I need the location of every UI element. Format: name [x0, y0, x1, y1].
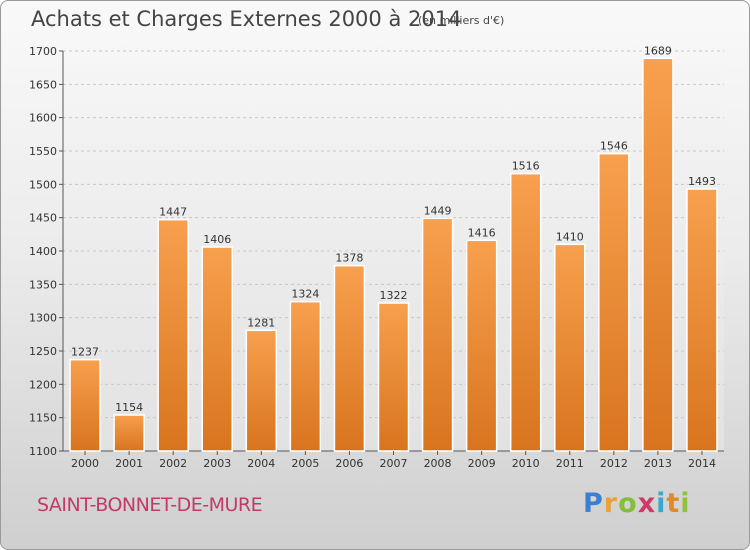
- x-tick-label: 2004: [247, 457, 275, 470]
- bar-value-label: 1154: [115, 401, 143, 414]
- x-tick-label: 2001: [115, 457, 143, 470]
- y-tick-label: 1150: [29, 412, 57, 425]
- x-tick-label: 2013: [644, 457, 672, 470]
- bar-value-label: 1493: [688, 175, 716, 188]
- bar: [245, 329, 278, 452]
- bar: [554, 243, 586, 452]
- bar: [642, 57, 674, 452]
- bar-value-label: 1410: [556, 230, 584, 243]
- bar-value-label: 1322: [380, 289, 408, 302]
- x-tick-label: 2000: [71, 457, 99, 470]
- chart-subtitle: (en milliers d'€): [418, 14, 505, 27]
- bar: [333, 264, 366, 452]
- bar: [598, 152, 630, 452]
- x-tick-label: 2009: [468, 457, 496, 470]
- bar: [69, 358, 101, 452]
- x-tick-label: 2012: [600, 457, 628, 470]
- y-tick-label: 1500: [29, 178, 57, 191]
- x-tick-label: 2011: [556, 457, 584, 470]
- bar-value-label: 1546: [600, 140, 628, 153]
- x-tick-label: 2010: [512, 457, 540, 470]
- y-tick-label: 1100: [29, 445, 57, 458]
- bar: [465, 239, 498, 452]
- x-tick-label: 2002: [159, 457, 187, 470]
- bar: [157, 218, 189, 452]
- bar: [377, 302, 410, 452]
- y-tick-label: 1550: [29, 145, 57, 158]
- bar: [686, 188, 718, 452]
- y-tick-label: 1700: [29, 45, 57, 58]
- x-tick-label: 2007: [380, 457, 408, 470]
- bar-value-label: 1237: [71, 346, 99, 359]
- y-tick-label: 1350: [29, 278, 57, 291]
- bar-value-label: 1324: [291, 288, 319, 301]
- commune-name: SAINT-BONNET-DE-MURE: [37, 494, 263, 516]
- bar-value-label: 1406: [203, 233, 231, 246]
- y-tick-label: 1250: [29, 345, 57, 358]
- bar-value-label: 1378: [335, 252, 363, 265]
- y-tick-label: 1300: [29, 312, 57, 325]
- chart-title: Achats et Charges Externes 2000 à 2014: [31, 7, 462, 31]
- x-tick-label: 2005: [291, 457, 319, 470]
- bar-value-label: 1281: [247, 316, 275, 329]
- x-tick-label: 2003: [203, 457, 231, 470]
- bar-value-label: 1416: [468, 226, 496, 239]
- x-tick-label: 2014: [688, 457, 716, 470]
- bar: [289, 300, 322, 452]
- x-tick-label: 2008: [424, 457, 452, 470]
- y-tick-label: 1400: [29, 245, 57, 258]
- x-tick-label: 2006: [335, 457, 363, 470]
- y-tick-label: 1600: [29, 112, 57, 125]
- bar-value-label: 1689: [644, 44, 672, 57]
- bar: [421, 217, 454, 452]
- bar: [509, 172, 542, 452]
- bar: [201, 246, 233, 452]
- bar: [113, 414, 145, 452]
- y-tick-label: 1650: [29, 78, 57, 91]
- y-tick-label: 1450: [29, 212, 57, 225]
- y-tick-label: 1200: [29, 378, 57, 391]
- bar-value-label: 1516: [512, 160, 540, 173]
- bar-value-label: 1449: [424, 204, 452, 217]
- proxiti-logo: Proxiti: [583, 488, 691, 519]
- bar-value-label: 1447: [159, 206, 187, 219]
